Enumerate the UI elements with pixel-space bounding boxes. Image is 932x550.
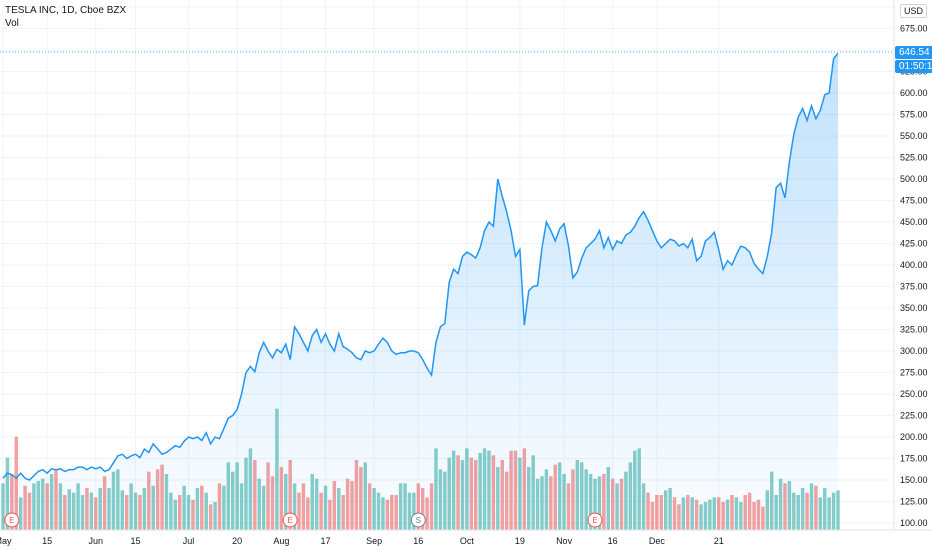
time-tick-label: May xyxy=(0,536,12,546)
time-tick-label: Nov xyxy=(556,536,573,546)
chart-legend: TESLA INC, 1D, Cboe BZX Vol xyxy=(5,4,126,30)
volume-indicator-label: Vol xyxy=(5,18,19,29)
price-tick-label: 600.00 xyxy=(900,88,928,98)
price-tick-label: 225.00 xyxy=(900,411,928,421)
price-tick-label: 525.00 xyxy=(900,153,928,163)
split-marker[interactable] xyxy=(410,512,426,528)
symbol-title: TESLA INC, 1D, Cboe BZX xyxy=(5,5,127,16)
price-axis[interactable]: 100.00 125.00 150.00 175.00 200.00 225.00 250.… xyxy=(900,24,928,529)
price-tick-label: 325.00 xyxy=(900,325,928,335)
price-tick-label: 575.00 xyxy=(900,110,928,120)
price-tick-label: 100.00 xyxy=(900,518,928,528)
marker-label: E xyxy=(592,516,597,525)
price-tick-label: 250.00 xyxy=(900,389,928,399)
marker-label: E xyxy=(9,516,14,525)
price-line xyxy=(2,52,839,481)
time-tick-label: Dec xyxy=(649,536,666,546)
time-tick-label: 15 xyxy=(131,536,141,546)
price-tick-label: 550.00 xyxy=(900,131,928,141)
price-tick-label: 375.00 xyxy=(900,282,928,292)
time-tick-label: Aug xyxy=(273,536,289,546)
price-tick-label: 200.00 xyxy=(900,432,928,442)
price-tick-label: 475.00 xyxy=(900,196,928,206)
price-tick-label: 125.00 xyxy=(900,497,928,507)
bar-countdown-tag: 01:50:11 xyxy=(895,60,932,73)
earnings-marker[interactable] xyxy=(587,512,603,528)
price-tick-label: 275.00 xyxy=(900,368,928,378)
time-tick-label: Jul xyxy=(183,536,195,546)
last-price-tag: 646.54 xyxy=(895,46,932,59)
time-tick-label: 20 xyxy=(232,536,242,546)
earnings-marker[interactable] xyxy=(4,512,20,528)
time-tick-label: 17 xyxy=(321,536,331,546)
price-area-fill xyxy=(3,53,838,530)
earnings-marker[interactable] xyxy=(282,512,298,528)
price-tick-label: 500.00 xyxy=(900,174,928,184)
time-tick-label: Jun xyxy=(89,536,104,546)
time-tick-label: Oct xyxy=(460,536,475,546)
price-tick-label: 175.00 xyxy=(900,454,928,464)
price-tick-label: 450.00 xyxy=(900,217,928,227)
time-axis[interactable]: May 15 Jun 15 Jul 20 Aug 17 Sep 16 Oct 19 Nov 16 Dec 21 xyxy=(0,536,724,546)
price-tick-label: 150.00 xyxy=(900,475,928,485)
marker-label: S xyxy=(416,516,421,525)
price-tick-label: 350.00 xyxy=(900,303,928,313)
time-tick-label: 16 xyxy=(413,536,423,546)
time-tick-label: 21 xyxy=(714,536,724,546)
time-tick-label: 15 xyxy=(42,536,52,546)
currency-label[interactable]: USD xyxy=(900,4,928,18)
price-tick-label: 400.00 xyxy=(900,260,928,270)
price-tick-label: 300.00 xyxy=(900,346,928,356)
time-tick-label: 19 xyxy=(515,536,525,546)
time-tick-label: Sep xyxy=(366,536,382,546)
time-tick-label: 16 xyxy=(608,536,618,546)
marker-label: E xyxy=(287,516,292,525)
price-tick-label: 675.00 xyxy=(900,24,928,34)
price-tick-label: 425.00 xyxy=(900,239,928,249)
